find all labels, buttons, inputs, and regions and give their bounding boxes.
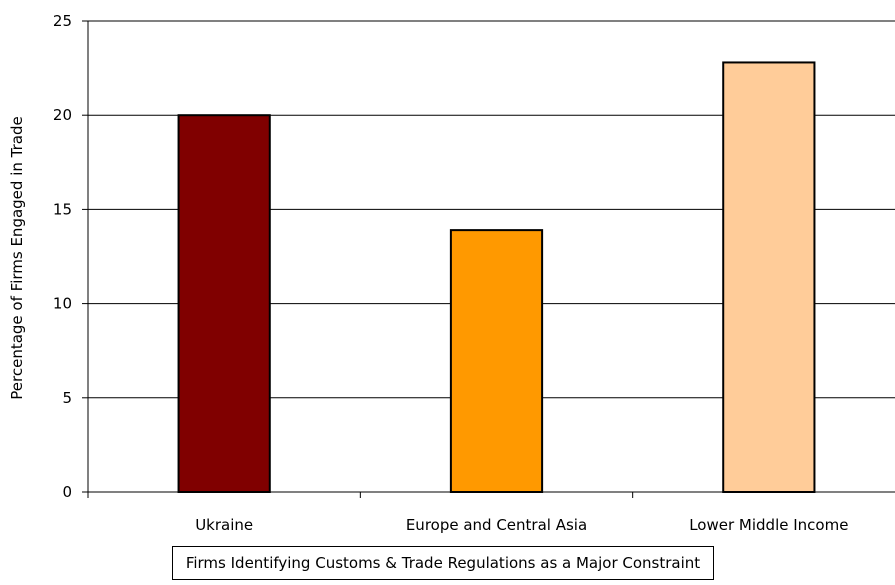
y-tick-label: 0: [62, 483, 72, 501]
axes: [82, 20, 895, 498]
y-tick-label: 10: [53, 295, 72, 313]
legend: Firms Identifying Customs & Trade Regula…: [172, 546, 714, 580]
legend-label: Firms Identifying Customs & Trade Regula…: [185, 554, 701, 572]
y-tick-label: 25: [53, 12, 72, 30]
y-tick-label: 5: [62, 389, 72, 407]
bar: [449, 229, 544, 493]
x-tick-label: Ukraine: [195, 516, 253, 534]
y-tick-label: 15: [53, 200, 72, 218]
bar: [177, 114, 271, 493]
x-tick-label: Europe and Central Asia: [406, 516, 587, 534]
x-tick-label: Lower Middle Income: [689, 516, 848, 534]
bars: [177, 61, 816, 493]
bar: [722, 61, 816, 493]
y-axis-title: Percentage of Firms Engaged in Trade: [8, 116, 26, 399]
y-tick-label: 20: [53, 106, 72, 124]
x-tick-labels: Ukraine Europe and Central Asia Lower Midd…: [195, 516, 848, 534]
y-tick-labels: 0 5 10 15 20 25: [53, 12, 72, 501]
